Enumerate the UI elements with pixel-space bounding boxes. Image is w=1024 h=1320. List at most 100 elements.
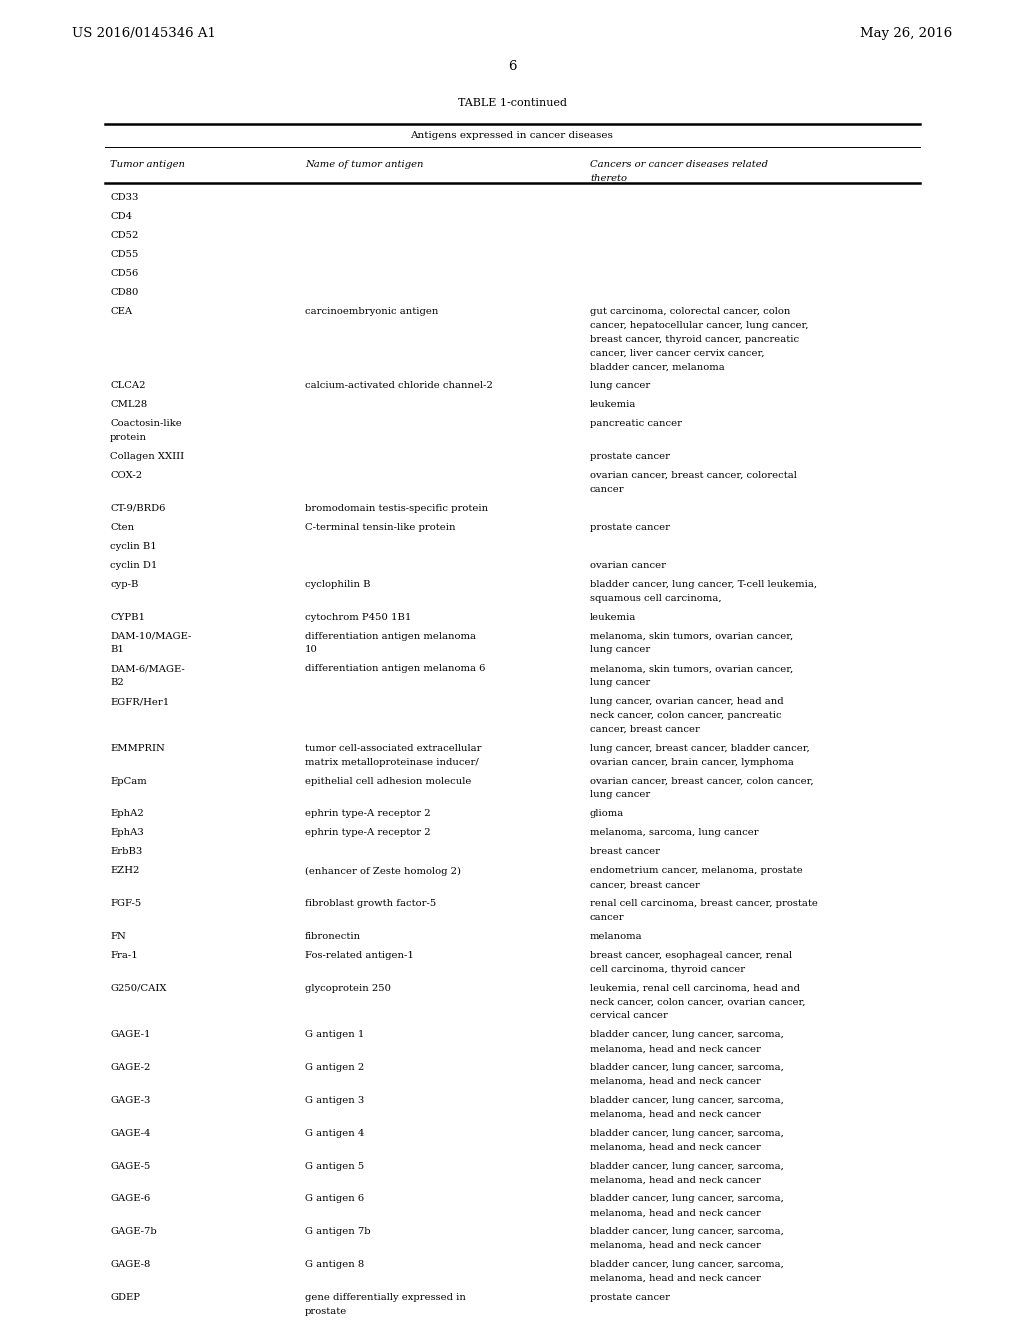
Text: G antigen 7b: G antigen 7b [305, 1228, 371, 1237]
Text: GAGE-3: GAGE-3 [110, 1096, 151, 1105]
Text: matrix metalloproteinase inducer/: matrix metalloproteinase inducer/ [305, 758, 479, 767]
Text: 10: 10 [305, 645, 317, 655]
Text: ErbB3: ErbB3 [110, 847, 142, 857]
Text: GAGE-7b: GAGE-7b [110, 1228, 157, 1237]
Text: GAGE-2: GAGE-2 [110, 1063, 151, 1072]
Text: bladder cancer, lung cancer, sarcoma,: bladder cancer, lung cancer, sarcoma, [590, 1031, 784, 1039]
Text: G antigen 6: G antigen 6 [305, 1195, 365, 1204]
Text: TABLE 1-continued: TABLE 1-continued [458, 98, 566, 108]
Text: melanoma, head and neck cancer: melanoma, head and neck cancer [590, 1175, 761, 1184]
Text: ephrin type-A receptor 2: ephrin type-A receptor 2 [305, 809, 431, 818]
Text: epithelial cell adhesion molecule: epithelial cell adhesion molecule [305, 776, 471, 785]
Text: CD52: CD52 [110, 231, 138, 240]
Text: Coactosin-like: Coactosin-like [110, 420, 181, 428]
Text: Tumor antigen: Tumor antigen [110, 160, 185, 169]
Text: bromodomain testis-specific protein: bromodomain testis-specific protein [305, 504, 488, 512]
Text: prostate cancer: prostate cancer [590, 451, 670, 461]
Text: G antigen 8: G antigen 8 [305, 1261, 365, 1269]
Text: melanoma, sarcoma, lung cancer: melanoma, sarcoma, lung cancer [590, 829, 759, 837]
Text: EZH2: EZH2 [110, 866, 139, 875]
Text: neck cancer, colon cancer, ovarian cancer,: neck cancer, colon cancer, ovarian cance… [590, 998, 806, 1007]
Text: May 26, 2016: May 26, 2016 [860, 26, 952, 40]
Text: cell carcinoma, thyroid cancer: cell carcinoma, thyroid cancer [590, 965, 745, 974]
Text: melanoma, head and neck cancer: melanoma, head and neck cancer [590, 1241, 761, 1250]
Text: G antigen 3: G antigen 3 [305, 1096, 365, 1105]
Text: Collagen XXIII: Collagen XXIII [110, 451, 184, 461]
Text: melanoma, skin tumors, ovarian cancer,: melanoma, skin tumors, ovarian cancer, [590, 664, 794, 673]
Text: gene differentially expressed in: gene differentially expressed in [305, 1292, 466, 1302]
Text: gut carcinoma, colorectal cancer, colon: gut carcinoma, colorectal cancer, colon [590, 308, 791, 315]
Text: bladder cancer, lung cancer, sarcoma,: bladder cancer, lung cancer, sarcoma, [590, 1162, 784, 1171]
Text: melanoma, head and neck cancer: melanoma, head and neck cancer [590, 1208, 761, 1217]
Text: cytochrom P450 1B1: cytochrom P450 1B1 [305, 612, 412, 622]
Text: CD55: CD55 [110, 249, 138, 259]
Text: GAGE-4: GAGE-4 [110, 1129, 151, 1138]
Text: bladder cancer, lung cancer, sarcoma,: bladder cancer, lung cancer, sarcoma, [590, 1063, 784, 1072]
Text: ovarian cancer, brain cancer, lymphoma: ovarian cancer, brain cancer, lymphoma [590, 758, 794, 767]
Text: leukemia: leukemia [590, 612, 636, 622]
Text: differentiation antigen melanoma: differentiation antigen melanoma [305, 631, 476, 640]
Text: bladder cancer, lung cancer, sarcoma,: bladder cancer, lung cancer, sarcoma, [590, 1195, 784, 1204]
Text: CD4: CD4 [110, 213, 132, 220]
Text: B1: B1 [110, 645, 124, 655]
Text: ovarian cancer, breast cancer, colon cancer,: ovarian cancer, breast cancer, colon can… [590, 776, 814, 785]
Text: cancer, breast cancer: cancer, breast cancer [590, 880, 699, 890]
Text: (enhancer of Zeste homolog 2): (enhancer of Zeste homolog 2) [305, 866, 461, 875]
Text: cancer, liver cancer cervix cancer,: cancer, liver cancer cervix cancer, [590, 348, 765, 358]
Text: melanoma, head and neck cancer: melanoma, head and neck cancer [590, 1143, 761, 1151]
Text: thereto: thereto [590, 174, 627, 182]
Text: Fra-1: Fra-1 [110, 950, 138, 960]
Text: B2: B2 [110, 678, 124, 688]
Text: GAGE-8: GAGE-8 [110, 1261, 151, 1269]
Text: melanoma, head and neck cancer: melanoma, head and neck cancer [590, 1044, 761, 1053]
Text: breast cancer: breast cancer [590, 847, 660, 857]
Text: bladder cancer, lung cancer, sarcoma,: bladder cancer, lung cancer, sarcoma, [590, 1129, 784, 1138]
Text: DAM-10/MAGE-: DAM-10/MAGE- [110, 631, 191, 640]
Text: Name of tumor antigen: Name of tumor antigen [305, 160, 424, 169]
Text: breast cancer, esophageal cancer, renal: breast cancer, esophageal cancer, renal [590, 950, 793, 960]
Text: CD33: CD33 [110, 193, 138, 202]
Text: 6: 6 [508, 59, 516, 73]
Text: cyclin B1: cyclin B1 [110, 541, 157, 550]
Text: prostate: prostate [305, 1307, 347, 1316]
Text: cyp-B: cyp-B [110, 579, 138, 589]
Text: carcinoembryonic antigen: carcinoembryonic antigen [305, 308, 438, 315]
Text: ovarian cancer: ovarian cancer [590, 561, 666, 570]
Text: leukemia, renal cell carcinoma, head and: leukemia, renal cell carcinoma, head and [590, 983, 800, 993]
Text: melanoma, head and neck cancer: melanoma, head and neck cancer [590, 1274, 761, 1283]
Text: EMMPRIN: EMMPRIN [110, 743, 165, 752]
Text: Fos-related antigen-1: Fos-related antigen-1 [305, 950, 414, 960]
Text: renal cell carcinoma, breast cancer, prostate: renal cell carcinoma, breast cancer, pro… [590, 899, 818, 908]
Text: cancer, breast cancer: cancer, breast cancer [590, 725, 699, 734]
Text: prostate cancer: prostate cancer [590, 1292, 670, 1302]
Text: CYPB1: CYPB1 [110, 612, 145, 622]
Text: neck cancer, colon cancer, pancreatic: neck cancer, colon cancer, pancreatic [590, 711, 781, 719]
Text: CT-9/BRD6: CT-9/BRD6 [110, 504, 165, 512]
Text: G250/CAIX: G250/CAIX [110, 983, 167, 993]
Text: GAGE-6: GAGE-6 [110, 1195, 151, 1204]
Text: CD80: CD80 [110, 288, 138, 297]
Text: melanoma: melanoma [590, 932, 643, 941]
Text: CML28: CML28 [110, 400, 147, 409]
Text: breast cancer, thyroid cancer, pancreatic: breast cancer, thyroid cancer, pancreati… [590, 334, 799, 343]
Text: prostate cancer: prostate cancer [590, 523, 670, 532]
Text: glycoprotein 250: glycoprotein 250 [305, 983, 391, 993]
Text: tumor cell-associated extracellular: tumor cell-associated extracellular [305, 743, 481, 752]
Text: cervical cancer: cervical cancer [590, 1011, 668, 1020]
Text: differentiation antigen melanoma 6: differentiation antigen melanoma 6 [305, 664, 485, 673]
Text: bladder cancer, lung cancer, sarcoma,: bladder cancer, lung cancer, sarcoma, [590, 1261, 784, 1269]
Text: EphA3: EphA3 [110, 829, 143, 837]
Text: bladder cancer, lung cancer, sarcoma,: bladder cancer, lung cancer, sarcoma, [590, 1228, 784, 1237]
Text: cancer, hepatocellular cancer, lung cancer,: cancer, hepatocellular cancer, lung canc… [590, 321, 809, 330]
Text: cyclophilin B: cyclophilin B [305, 579, 371, 589]
Text: fibroblast growth factor-5: fibroblast growth factor-5 [305, 899, 436, 908]
Text: lung cancer, ovarian cancer, head and: lung cancer, ovarian cancer, head and [590, 697, 783, 706]
Text: lung cancer: lung cancer [590, 381, 650, 391]
Text: bladder cancer, lung cancer, sarcoma,: bladder cancer, lung cancer, sarcoma, [590, 1096, 784, 1105]
Text: melanoma, head and neck cancer: melanoma, head and neck cancer [590, 1110, 761, 1119]
Text: G antigen 5: G antigen 5 [305, 1162, 365, 1171]
Text: EpCam: EpCam [110, 776, 146, 785]
Text: lung cancer: lung cancer [590, 791, 650, 800]
Text: melanoma, skin tumors, ovarian cancer,: melanoma, skin tumors, ovarian cancer, [590, 631, 794, 640]
Text: G antigen 2: G antigen 2 [305, 1063, 365, 1072]
